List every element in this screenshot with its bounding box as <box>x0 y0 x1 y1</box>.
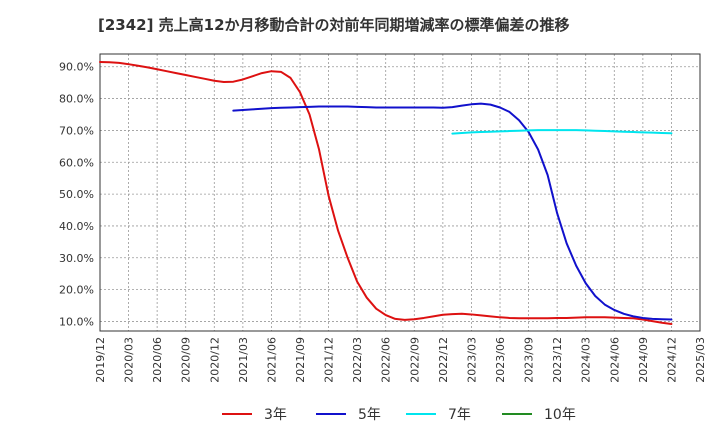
x-tick-label: 2023/09 <box>523 337 536 383</box>
x-tick-label: 2022/03 <box>351 337 364 383</box>
y-tick-label: 50.0% <box>59 188 94 201</box>
y-tick-label: 80.0% <box>59 93 94 106</box>
x-tick-label: 2024/09 <box>637 337 650 383</box>
x-tick-label: 2024/12 <box>665 337 678 383</box>
legend-label-3年: 3年 <box>264 407 287 423</box>
x-tick-label: 2021/12 <box>323 337 336 383</box>
x-tick-label: 2020/12 <box>208 337 221 383</box>
x-tick-label: 2024/03 <box>580 337 593 383</box>
plot-background <box>100 54 700 331</box>
y-tick-label: 60.0% <box>59 156 94 169</box>
x-tick-label: 2023/06 <box>494 337 507 383</box>
chart-title: [2342] 売上高12か月移動合計の対前年同期増減率の標準偏差の推移 <box>98 16 570 34</box>
legend-label-7年: 7年 <box>448 407 471 423</box>
y-tick-label: 30.0% <box>59 252 94 265</box>
x-tick-label: 2022/06 <box>380 337 393 383</box>
x-tick-label: 2019/12 <box>94 337 107 383</box>
x-tick-label: 2022/12 <box>437 337 450 383</box>
plot-area: 10.0% 20.0% 30.0% 40.0% 50.0% 60.0% 70.0% 80.0%… <box>59 53 707 383</box>
x-tick-label: 2023/12 <box>551 337 564 383</box>
legend-label-10年: 10年 <box>544 407 576 423</box>
legend-label-5年: 5年 <box>358 407 381 423</box>
x-tick-label: 2021/03 <box>237 337 250 383</box>
series-line-3年 <box>99 60 673 325</box>
x-tick-label: 2023/03 <box>465 337 478 383</box>
x-tick-label: 2020/03 <box>123 337 136 383</box>
x-tick-label: 2025/03 <box>694 337 707 383</box>
chart-legend: 3年 5年 7年 10年 <box>222 407 576 423</box>
y-tick-label: 70.0% <box>59 124 94 137</box>
x-tick-label: 2021/06 <box>265 337 278 383</box>
plot-border <box>99 53 701 332</box>
x-tick-label: 2021/09 <box>294 337 307 383</box>
x-tick-label: 2020/06 <box>151 337 164 383</box>
x-tick-label: 2022/09 <box>408 337 421 383</box>
y-tick-label: 90.0% <box>59 61 94 74</box>
series-line-7年 <box>451 129 673 135</box>
y-tick-label: 10.0% <box>59 315 94 328</box>
x-tick-label: 2024/06 <box>608 337 621 383</box>
y-tick-label: 40.0% <box>59 220 94 233</box>
y-tick-label: 20.0% <box>59 284 94 297</box>
x-tick-label: 2020/09 <box>180 337 193 383</box>
series-line-5年 <box>232 102 673 321</box>
